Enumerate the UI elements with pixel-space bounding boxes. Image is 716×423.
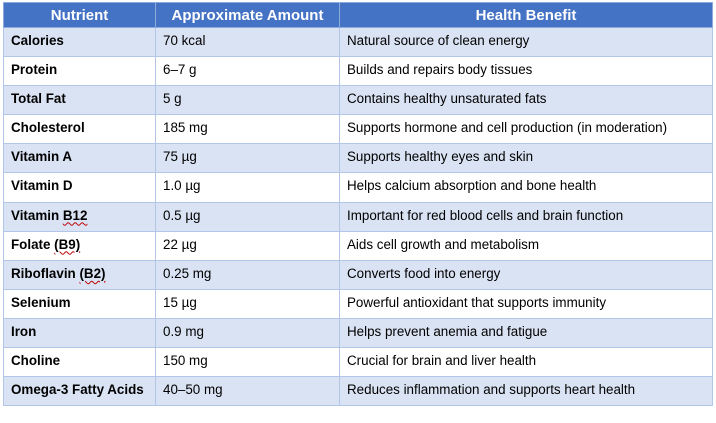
benefit-cell: Helps calcium absorption and bone health <box>339 172 713 203</box>
benefit-cell: Converts food into energy <box>339 259 713 290</box>
amount-cell: 5 g <box>155 85 340 116</box>
nutrient-cell: Calories <box>3 26 156 58</box>
nutrient-cell: Iron <box>3 317 156 349</box>
benefit-cell: Supports hormone and cell production (in… <box>339 114 713 145</box>
amount-cell: 0.5 µg <box>155 201 340 232</box>
amount-cell: 75 µg <box>155 143 340 174</box>
benefit-cell: Helps prevent anemia and fatigue <box>339 317 713 349</box>
benefit-cell: Reduces inflammation and supports heart … <box>339 376 713 407</box>
amount-cell: 0.25 mg <box>155 259 340 290</box>
table-row: Vitamin D 1.0 µg Helps calcium absorption … <box>3 172 713 203</box>
nutrient-cell: Protein <box>3 56 156 87</box>
table-row: Iron 0.9 mg Helps prevent anemia and fatig… <box>3 317 713 349</box>
nutrient-cell: Total Fat <box>3 85 156 116</box>
header-amount: Approximate Amount <box>155 2 340 28</box>
table-row: Riboflavin (B2) 0.25 mg Converts food into… <box>3 259 713 290</box>
spellcheck-underline: (B9) <box>54 236 81 252</box>
spellcheck-underline: B12 <box>62 207 88 223</box>
amount-cell: 185 mg <box>155 114 340 145</box>
table-row: Vitamin A 75 µg Supports healthy eyes and … <box>3 143 713 174</box>
table-row: Choline 150 mg Crucial for brain and liver… <box>3 347 713 378</box>
nutrient-cell: Omega-3 Fatty Acids <box>3 376 156 407</box>
nutrition-table-container: Nutrient Approximate Amount Health Benef… <box>3 2 713 407</box>
nutrient-cell: Folate (B9) <box>3 230 156 261</box>
table-body: Calories 70 kcal Natural source of clean e… <box>3 26 713 407</box>
nutrient-cell: Riboflavin (B2) <box>3 259 156 290</box>
nutrient-cell: Vitamin B12 <box>3 201 156 232</box>
table-row: Total Fat 5 g Contains healthy unsaturated… <box>3 85 713 116</box>
amount-cell: 22 µg <box>155 230 340 261</box>
amount-cell: 1.0 µg <box>155 172 340 203</box>
benefit-cell: Important for red blood cells and brain … <box>339 201 713 232</box>
nutrient-cell: Vitamin A <box>3 143 156 174</box>
header-nutrient: Nutrient <box>3 2 156 28</box>
table-row: Calories 70 kcal Natural source of clean e… <box>3 26 713 58</box>
amount-cell: 150 mg <box>155 347 340 378</box>
benefit-cell: Crucial for brain and liver health <box>339 347 713 378</box>
benefit-cell: Contains healthy unsaturated fats <box>339 85 713 116</box>
table-row: Protein 6–7 g Builds and repairs body tiss… <box>3 56 713 87</box>
amount-cell: 6–7 g <box>155 56 340 87</box>
nutrition-table: Nutrient Approximate Amount Health Benef… <box>3 2 713 407</box>
nutrient-cell: Vitamin D <box>3 172 156 203</box>
amount-cell: 70 kcal <box>155 26 340 58</box>
header-row: Nutrient Approximate Amount Health Benef… <box>3 2 713 28</box>
nutrient-cell: Choline <box>3 347 156 378</box>
nutrient-cell: Selenium <box>3 288 156 319</box>
table-row: Omega-3 Fatty Acids 40–50 mg Reduces infla… <box>3 376 713 407</box>
amount-cell: 0.9 mg <box>155 317 340 349</box>
amount-cell: 40–50 mg <box>155 376 340 407</box>
table-row: Folate (B9) 22 µg Aids cell growth and met… <box>3 230 713 261</box>
benefit-cell: Powerful antioxidant that supports immun… <box>339 288 713 319</box>
table-row: Vitamin B12 0.5 µg Important for red blood… <box>3 201 713 232</box>
amount-cell: 15 µg <box>155 288 340 319</box>
nutrient-cell: Cholesterol <box>3 114 156 145</box>
table-row: Cholesterol 185 mg Supports hormone and ce… <box>3 114 713 145</box>
benefit-cell: Aids cell growth and metabolism <box>339 230 713 261</box>
header-benefit: Health Benefit <box>339 2 713 28</box>
table-row: Selenium 15 µg Powerful antioxidant that s… <box>3 288 713 319</box>
spellcheck-underline: (B2) <box>79 265 106 281</box>
benefit-cell: Natural source of clean energy <box>339 26 713 58</box>
benefit-cell: Builds and repairs body tissues <box>339 56 713 87</box>
benefit-cell: Supports healthy eyes and skin <box>339 143 713 174</box>
table-header: Nutrient Approximate Amount Health Benef… <box>3 2 713 28</box>
